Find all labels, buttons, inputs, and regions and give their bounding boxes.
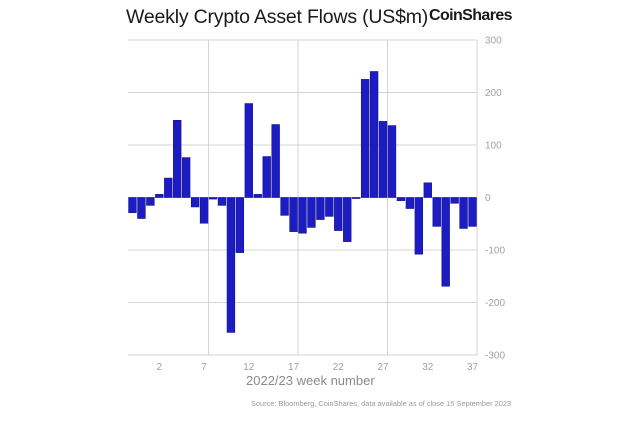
y-axis-ticks: 300 200 100 0 -100 -200 -300: [485, 36, 505, 362]
y-tick-label: -100: [485, 246, 505, 257]
x-tick-label: 17: [288, 362, 300, 373]
bar-week-37: [468, 197, 477, 227]
y-tick-label: 300: [485, 36, 502, 47]
y-tick-label: -300: [485, 351, 505, 362]
bar-week-12: [244, 103, 253, 198]
bar-week-20: [316, 197, 325, 220]
x-tick-label: 2: [157, 362, 163, 373]
bar-week-2: [155, 194, 164, 198]
bar-week-32: [423, 182, 432, 198]
bar-week-15: [271, 124, 280, 198]
bar-week-10: [226, 197, 236, 333]
bar-week-35: [450, 197, 459, 204]
bar-week-3: [164, 177, 173, 198]
bar-week-22: [334, 197, 343, 231]
bar-week-31: [414, 197, 424, 255]
bar-week-26: [369, 71, 379, 198]
x-tick-label: 27: [377, 362, 389, 373]
source-note: Source: Bloomberg, CoinShares, data avai…: [251, 399, 512, 408]
bar-week-14: [262, 156, 271, 198]
x-tick-label: 7: [201, 362, 207, 373]
coinshares-logo: CoinShares: [429, 7, 513, 24]
bar-week-28: [387, 125, 397, 198]
bar-week-8: [208, 197, 218, 200]
bar-week-30: [405, 197, 415, 209]
bar-week-24: [352, 197, 361, 199]
bar-week-1: [146, 197, 155, 206]
bar-week-5: [181, 157, 191, 198]
bar-week-9: [217, 197, 227, 206]
x-axis-label: 2022/23 week number: [246, 373, 375, 388]
bar-week-6: [190, 197, 200, 208]
bar-week-4: [173, 120, 182, 198]
bar-week-17: [289, 197, 298, 232]
y-tick-label: 0: [485, 193, 491, 204]
bar-week-27: [378, 121, 388, 198]
x-tick-label: 37: [467, 362, 479, 373]
bar-week-33: [432, 197, 441, 227]
bar-week-29: [396, 197, 406, 201]
x-tick-label: 12: [243, 362, 255, 373]
bar-week-36: [459, 197, 468, 229]
bar-week-23: [343, 197, 352, 242]
y-tick-label: 200: [485, 88, 502, 99]
gridlines: [128, 39, 478, 356]
bar-week--1: [128, 197, 137, 214]
y-tick-label: -200: [485, 298, 505, 309]
x-tick-label: 32: [422, 362, 434, 373]
bar-week-7: [199, 197, 209, 224]
bar-week-13: [253, 194, 262, 198]
x-axis-ticks: 2 7 12 17 22 27 32 37: [157, 362, 479, 373]
bars: [128, 71, 477, 333]
chart-title: Weekly Crypto Asset Flows (US$m): [126, 6, 429, 28]
bar-week-34: [441, 197, 450, 287]
bar-week-16: [280, 197, 289, 216]
y-tick-label: 100: [485, 141, 502, 152]
bar-week-25: [360, 79, 370, 198]
x-tick-label: 22: [333, 362, 345, 373]
bar-week-19: [307, 197, 316, 228]
bar-week-18: [298, 197, 307, 234]
bar-week-0: [137, 197, 146, 219]
bar-week-11: [235, 197, 245, 253]
bar-week-21: [325, 197, 334, 217]
